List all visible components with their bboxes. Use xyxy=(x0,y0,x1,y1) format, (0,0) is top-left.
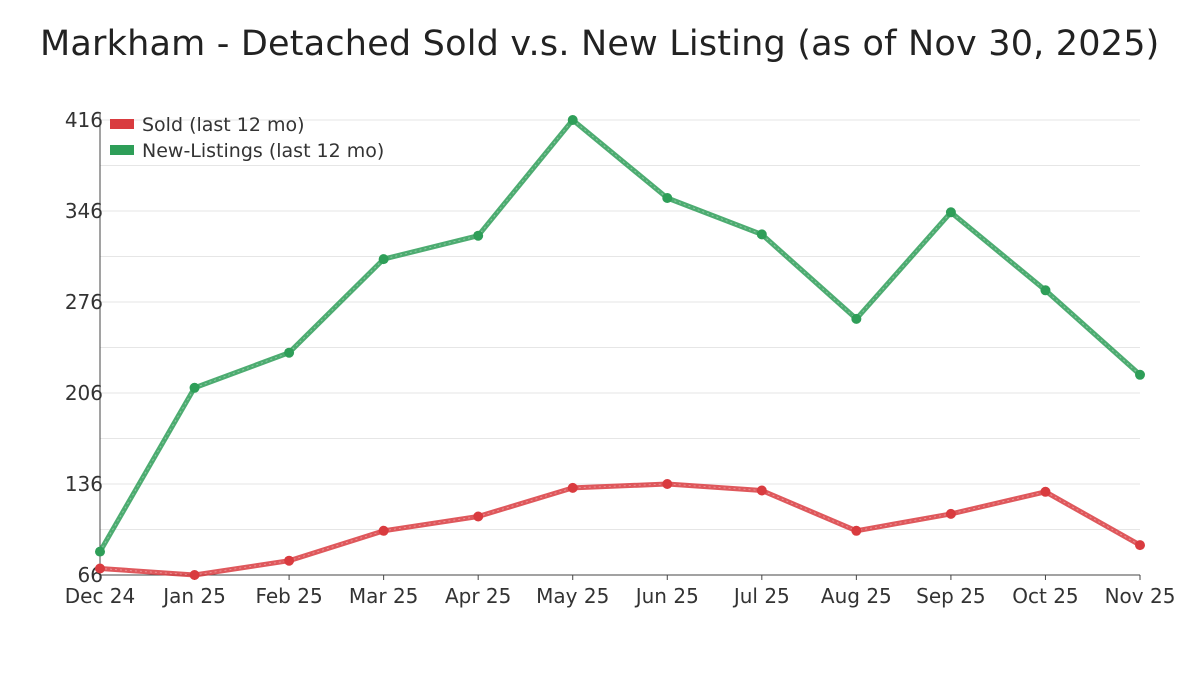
data-point[interactable] xyxy=(567,482,578,493)
data-point[interactable] xyxy=(1135,540,1145,551)
data-point[interactable] xyxy=(1040,285,1051,296)
data-point[interactable] xyxy=(284,347,295,358)
legend-label[interactable]: Sold (last 12 mo) xyxy=(142,114,305,136)
data-point[interactable] xyxy=(756,485,767,496)
x-tick-label: Apr 25 xyxy=(445,584,511,608)
x-tick-label: Sep 25 xyxy=(916,584,986,608)
series-layer xyxy=(95,115,1145,580)
x-tick-label: Jan 25 xyxy=(161,584,226,608)
x-tick-label: Jul 25 xyxy=(732,584,790,608)
data-point[interactable] xyxy=(851,525,862,536)
x-tick-label: Dec 24 xyxy=(65,584,136,608)
y-tick-label: 276 xyxy=(65,290,103,314)
legend-swatch xyxy=(110,145,134,155)
y-tick-label: 206 xyxy=(65,381,103,405)
data-point[interactable] xyxy=(95,563,105,574)
x-tick-label: Nov 25 xyxy=(1105,584,1176,608)
data-point[interactable] xyxy=(284,555,295,566)
gridlines xyxy=(100,119,1140,530)
y-tick-label: 136 xyxy=(65,472,103,496)
data-point[interactable] xyxy=(378,525,389,536)
y-tick-label: 416 xyxy=(65,108,103,132)
data-point[interactable] xyxy=(95,546,105,557)
data-point[interactable] xyxy=(189,382,200,393)
data-point[interactable] xyxy=(945,508,956,519)
y-tick-label: 346 xyxy=(65,199,103,223)
data-point[interactable] xyxy=(189,570,200,580)
data-point[interactable] xyxy=(378,254,389,265)
x-tick-label: Jun 25 xyxy=(634,584,699,608)
data-point[interactable] xyxy=(756,229,767,240)
data-point[interactable] xyxy=(567,115,578,125)
series-line-texture xyxy=(99,483,1141,576)
x-tick-label: Aug 25 xyxy=(821,584,892,608)
legend-label[interactable]: New-Listings (last 12 mo) xyxy=(142,140,384,162)
data-point[interactable] xyxy=(662,193,673,203)
series-sold xyxy=(95,479,1145,580)
series-line-texture xyxy=(99,119,1141,552)
data-point[interactable] xyxy=(1040,486,1051,497)
data-point[interactable] xyxy=(473,230,484,241)
data-point[interactable] xyxy=(1135,369,1145,380)
series-line xyxy=(97,481,1143,578)
x-tick-label: May 25 xyxy=(536,584,609,608)
chart-title: Markham - Detached Sold v.s. New Listing… xyxy=(40,24,1160,64)
data-point[interactable] xyxy=(851,313,862,324)
legend-swatch xyxy=(110,119,134,129)
x-tick-label: Oct 25 xyxy=(1012,584,1078,608)
series-line xyxy=(97,117,1143,555)
data-point[interactable] xyxy=(945,207,956,218)
series-new-listings xyxy=(95,115,1145,557)
data-point[interactable] xyxy=(662,479,673,489)
legend: Sold (last 12 mo) New-Listings (last 12 m… xyxy=(110,114,384,162)
data-point[interactable] xyxy=(473,511,484,522)
x-tick-label: Feb 25 xyxy=(255,584,322,608)
x-tick-label: Mar 25 xyxy=(349,584,419,608)
